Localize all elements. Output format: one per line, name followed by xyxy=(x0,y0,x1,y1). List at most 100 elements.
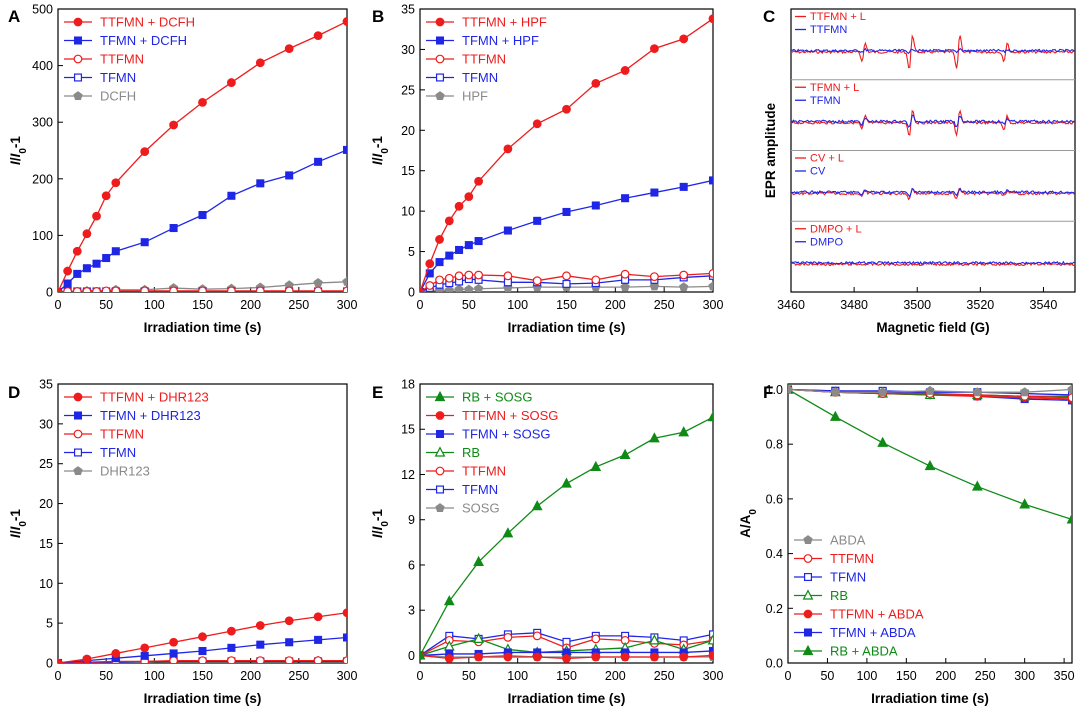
y-axis-title: I/I0-1 xyxy=(8,136,29,165)
data-point xyxy=(198,286,207,292)
data-point xyxy=(503,632,513,642)
data-point xyxy=(342,276,347,286)
legend-label: TFMN + DHR123 xyxy=(100,408,201,423)
data-point xyxy=(342,608,347,618)
data-point xyxy=(650,652,659,662)
legend-item: TFMN xyxy=(426,482,498,497)
y-tick-label: 100 xyxy=(32,229,53,243)
data-point xyxy=(140,643,150,653)
legend-marker xyxy=(435,485,445,494)
data-point xyxy=(591,652,601,662)
x-tick-label: 200 xyxy=(605,669,626,683)
x-tick-label: 150 xyxy=(192,669,213,683)
legend-item: TFMN + SOSG xyxy=(426,427,550,442)
x-axis-title: Irradiation time (s) xyxy=(508,691,626,706)
legend-label: DMPO xyxy=(810,236,843,248)
data-point xyxy=(226,78,236,87)
legend-marker xyxy=(73,411,83,420)
legend-label: TTFMN xyxy=(462,464,506,479)
x-tick-label: 250 xyxy=(288,298,309,312)
series-tfmn-dcfh xyxy=(58,145,347,292)
y-tick-label: 9 xyxy=(408,513,415,527)
data-point xyxy=(420,649,426,660)
legend-label: DHR123 xyxy=(100,464,150,479)
legend-item: TTFMN + DHR123 xyxy=(64,390,209,405)
data-point xyxy=(620,652,630,662)
y-tick-label: 15 xyxy=(401,423,415,437)
plot-area xyxy=(788,384,1072,524)
epr-spectrum-irradiated xyxy=(790,34,1075,69)
data-point xyxy=(425,281,435,290)
legend-label: TFMN + ABDA xyxy=(830,625,916,640)
legend-item: TTFMN xyxy=(426,464,506,479)
series-rb-sosg xyxy=(420,411,713,660)
legend-marker xyxy=(803,554,813,563)
x-tick-label: 350 xyxy=(1054,669,1075,683)
legend-label: TTFMN xyxy=(810,24,847,36)
data-point xyxy=(226,626,236,636)
data-point xyxy=(454,284,464,292)
x-tick-label: 300 xyxy=(1014,669,1035,683)
x-tick-label: 200 xyxy=(935,669,956,683)
data-point xyxy=(562,104,571,114)
data-point xyxy=(708,630,713,639)
y-tick-label: 400 xyxy=(32,59,53,73)
data-point xyxy=(227,656,236,663)
data-point xyxy=(285,171,294,180)
y-tick-label: 20 xyxy=(401,124,415,138)
data-point xyxy=(972,387,983,397)
y-tick-label: 5 xyxy=(408,245,415,259)
legend-marker xyxy=(802,589,814,600)
data-point xyxy=(425,259,435,269)
legend-label: RB xyxy=(830,588,848,603)
series-abda xyxy=(788,384,1072,397)
legend: TTFMN + DHR123 TFMN + DHR123 TTFMN TFMN DHR1… xyxy=(64,390,209,479)
data-point xyxy=(708,269,713,278)
data-point xyxy=(101,286,111,292)
legend-marker xyxy=(73,54,83,64)
legend-label: TFMN + L xyxy=(810,82,859,94)
legend-label: HPF xyxy=(462,89,488,104)
data-point xyxy=(284,656,294,663)
data-point xyxy=(650,44,659,54)
legend-label: DCFH xyxy=(100,89,136,104)
series-line xyxy=(788,388,1072,521)
legend-label: TFMN xyxy=(830,570,866,585)
data-point xyxy=(169,224,178,233)
y-tick-label: 0 xyxy=(46,286,53,300)
data-point xyxy=(474,270,484,280)
data-point xyxy=(591,634,601,644)
panel-letter: A xyxy=(8,7,20,26)
legend-label: CV xyxy=(810,166,826,178)
data-point xyxy=(707,634,713,645)
series-hpf xyxy=(420,281,713,292)
data-point xyxy=(455,245,464,254)
series-line xyxy=(58,149,347,292)
y-tick-label: 18 xyxy=(401,378,415,392)
data-point xyxy=(58,287,63,292)
panel-letter: E xyxy=(372,383,383,402)
data-point xyxy=(708,176,713,185)
data-point xyxy=(444,273,454,283)
series-tfmn-hpf xyxy=(420,176,713,292)
data-point xyxy=(435,275,444,285)
legend-item: TTFMN + SOSG xyxy=(426,408,558,423)
y-tick-label: 20 xyxy=(39,497,53,511)
y-tick-label: 35 xyxy=(401,3,415,17)
legend-marker xyxy=(803,572,813,582)
x-tick-label: 150 xyxy=(556,669,577,683)
legend-marker xyxy=(434,446,446,457)
legend-marker xyxy=(73,36,83,45)
data-point xyxy=(464,192,474,201)
legend-item: TFMN xyxy=(64,445,136,460)
x-tick-label: 200 xyxy=(240,298,261,312)
data-point xyxy=(678,426,690,437)
legend-marker xyxy=(435,54,445,64)
x-axis-title: Irradiation time (s) xyxy=(144,320,262,335)
legend-marker xyxy=(73,392,83,402)
series-rb-abda xyxy=(788,384,1072,524)
y-tick-label: 200 xyxy=(32,172,53,186)
data-point xyxy=(679,652,689,662)
